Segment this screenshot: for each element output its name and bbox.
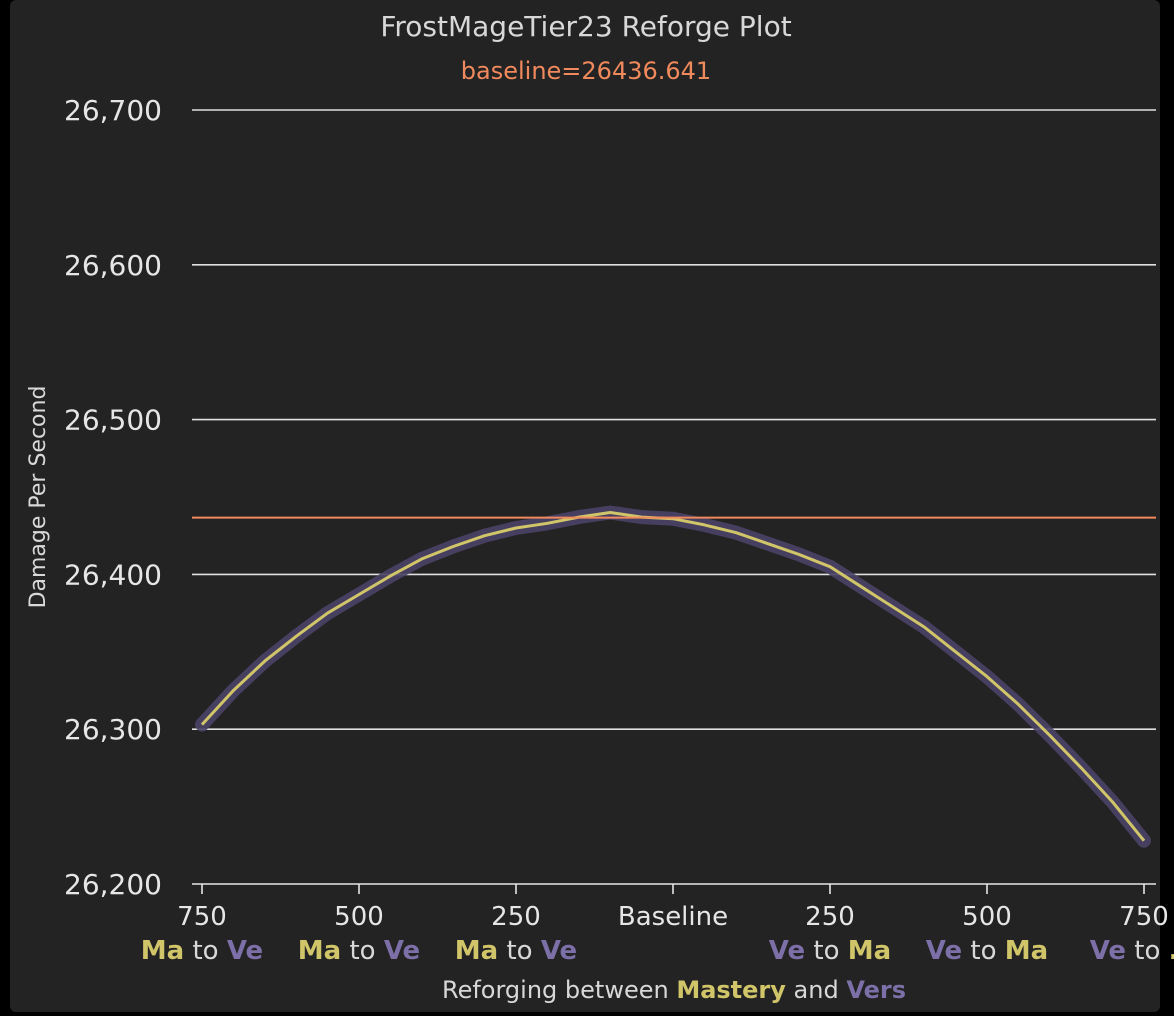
y-axis-label: Damage Per Second: [26, 386, 51, 609]
direction-label: Ve to ...: [1090, 936, 1174, 966]
x-tick-label: 750: [177, 902, 227, 932]
y-tick-label: 26,500: [64, 404, 162, 437]
series-line: [200, 511, 1146, 842]
direction-label: Ma to Ve: [298, 936, 420, 966]
chart-subtitle: baseline=26436.641: [461, 57, 711, 85]
x-tick-label: 500: [962, 902, 1012, 932]
x-tick-label: 750: [1119, 902, 1169, 932]
series-confidence-band: [195, 505, 1151, 848]
direction-label: Ma to Ve: [455, 936, 577, 966]
direction-label: Ma to Ve: [141, 936, 263, 966]
y-tick-label: 26,300: [64, 713, 162, 746]
y-tick-label: 26,700: [64, 94, 162, 127]
x-tick-label: 500: [334, 902, 384, 932]
x-tick-label: 250: [491, 902, 541, 932]
chart-panel: [10, 0, 1160, 1012]
x-axis-label: Reforging between Mastery and Vers: [442, 976, 906, 1004]
y-tick-label: 26,200: [64, 868, 162, 901]
direction-label: Ve to Ma: [769, 936, 891, 966]
y-tick-label: 26,600: [64, 249, 162, 282]
x-tick-label: Baseline: [618, 902, 728, 932]
y-tick-label: 26,400: [64, 558, 162, 591]
x-tick-label: 250: [805, 902, 855, 932]
chart-title: FrostMageTier23 Reforge Plot: [380, 10, 791, 43]
direction-label: Ve to Ma: [926, 936, 1048, 966]
